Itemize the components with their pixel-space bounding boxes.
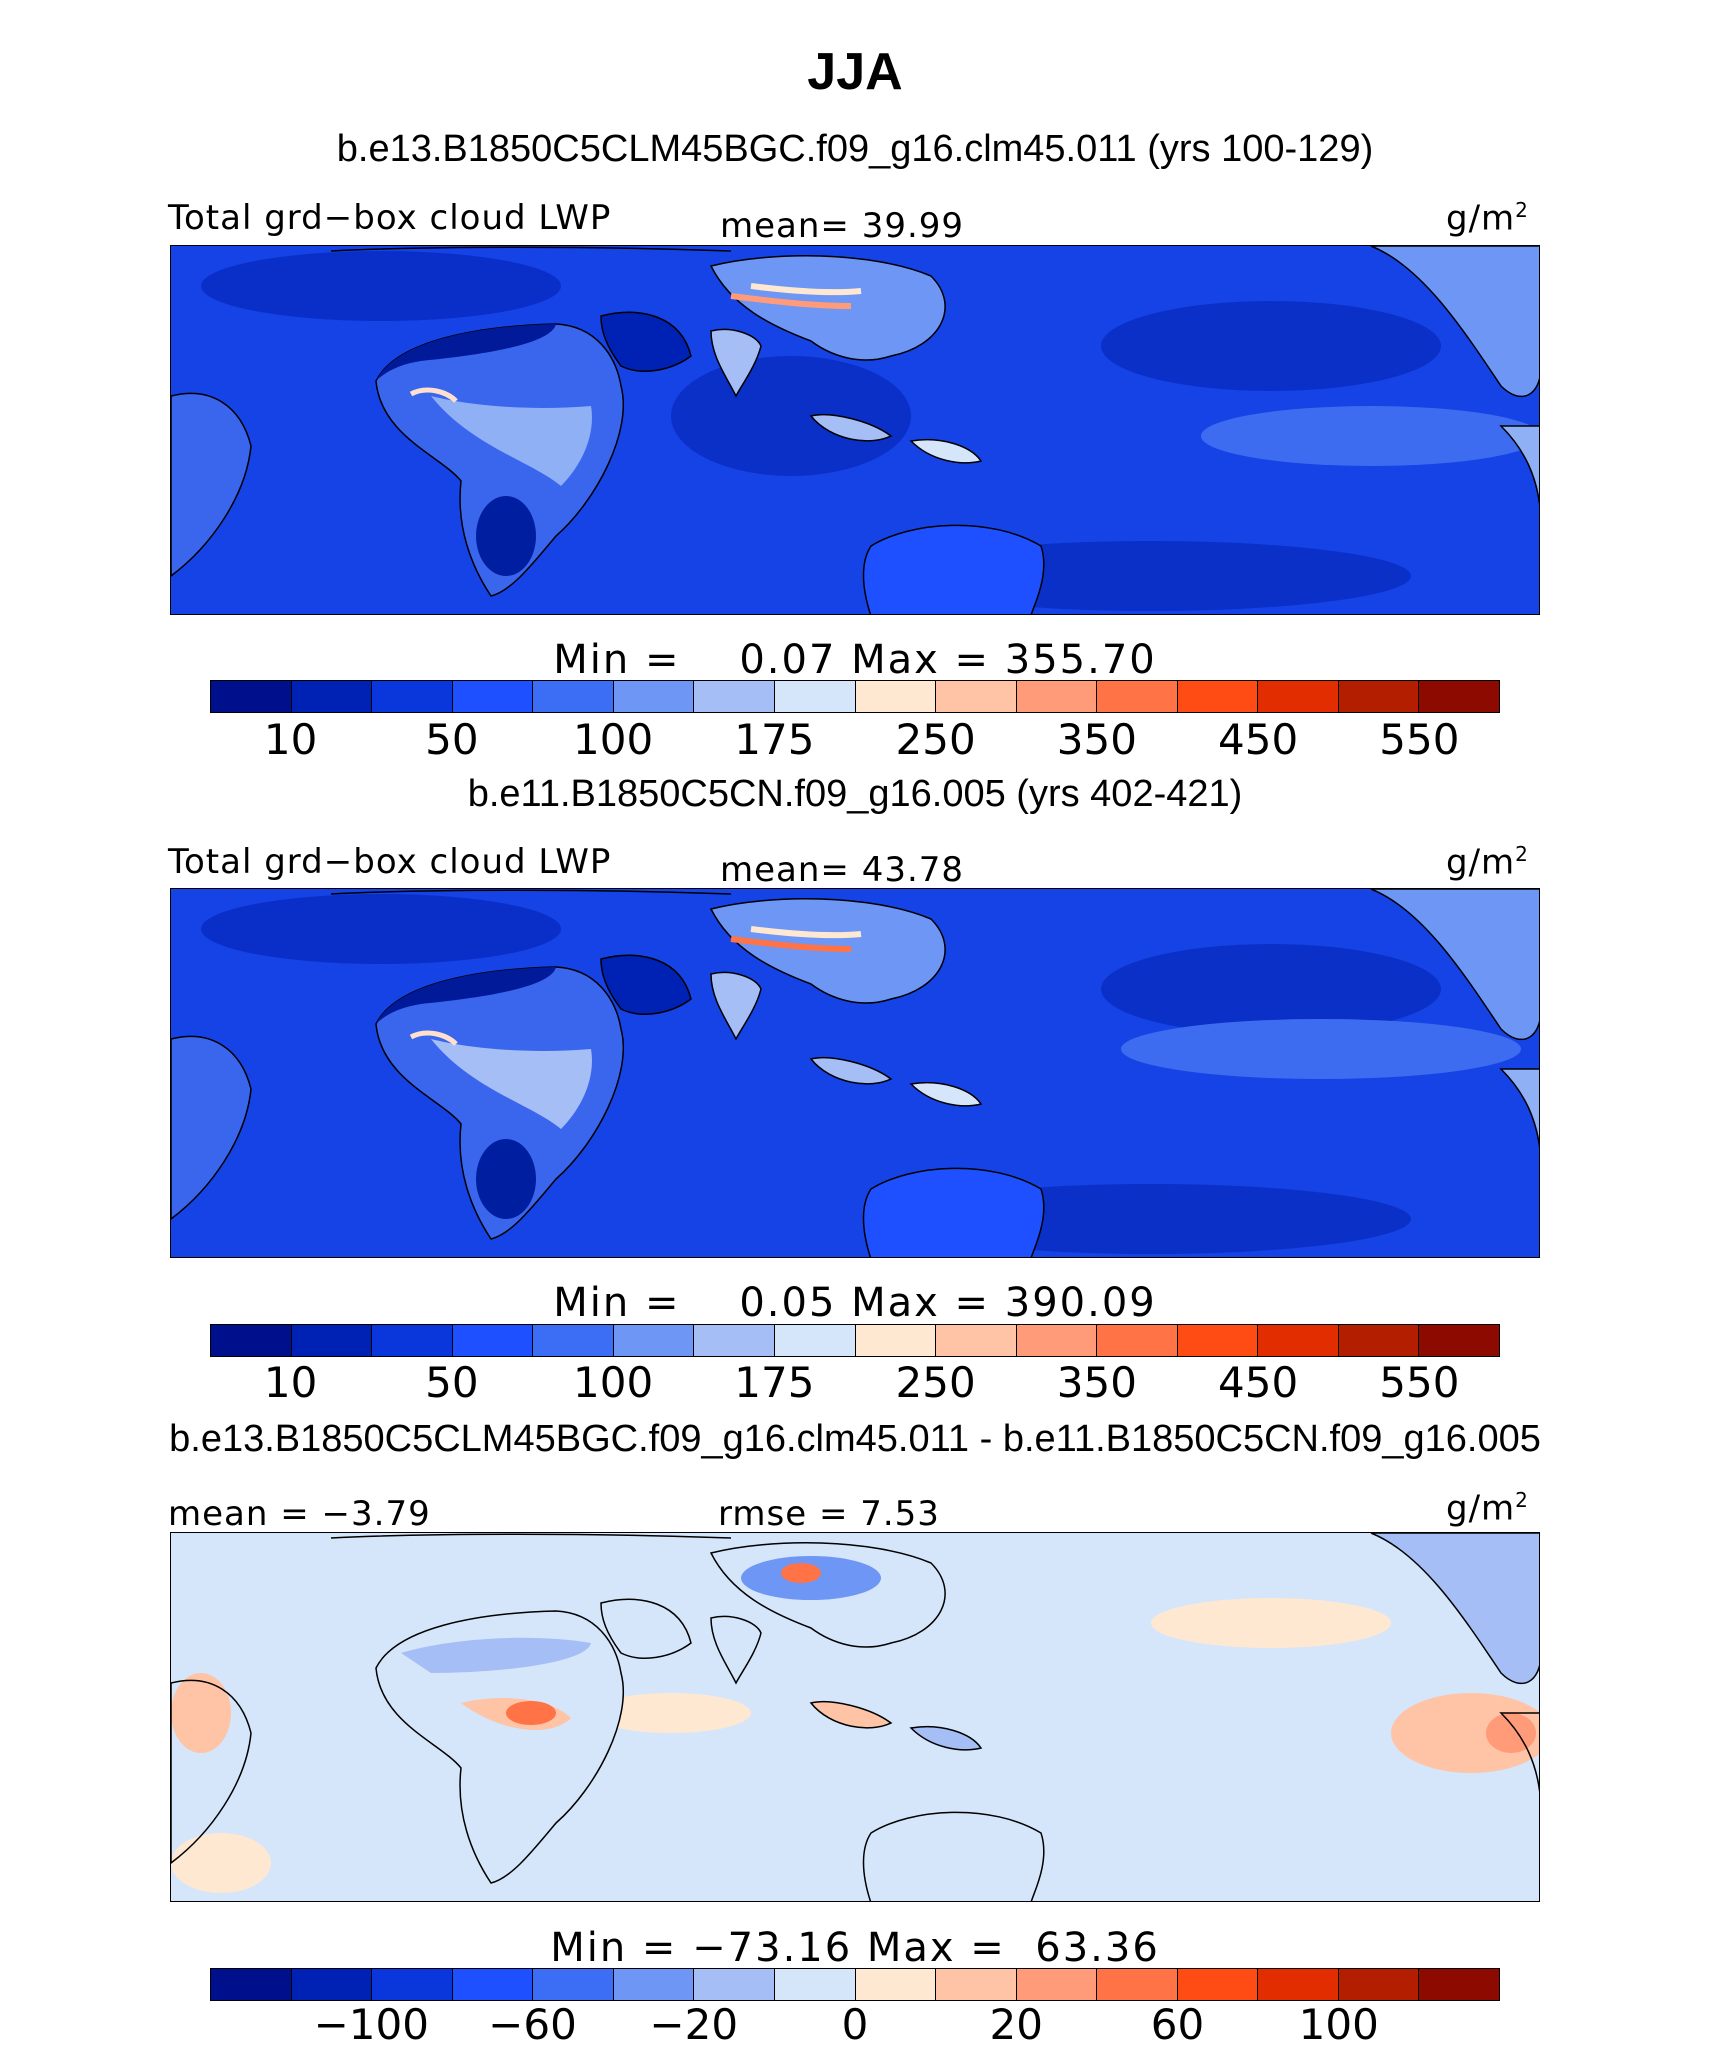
colorbar-box — [452, 1969, 534, 2000]
case-title-1: b.e13.B1850C5CLM45BGC.f09_g16.clm45.011 … — [336, 128, 1374, 170]
map-panel-1 — [170, 245, 1540, 615]
colorbar-tick-label: 60 — [1150, 2000, 1205, 2049]
colorbar-box — [774, 1969, 856, 2000]
case-title-3: b.e13.B1850C5CLM45BGC.f09_g16.clm45.011 … — [169, 1418, 1541, 1460]
colorbar-tick-label: 450 — [1218, 1358, 1299, 1407]
colorbar-box — [452, 681, 534, 712]
colorbar-box — [533, 1325, 614, 1356]
colorbar-box — [1097, 681, 1178, 712]
colorbar-ticks-2: 10 50 100 175 250 350 450 550 — [0, 1358, 1710, 1408]
rmse-label-3: rmse = 7.53 — [718, 1494, 940, 1534]
colorbar-box — [1016, 1325, 1098, 1356]
minmax-label-3: Min = −73.16 Max = 63.36 — [550, 1925, 1160, 1971]
colorbar-box — [855, 681, 937, 712]
map-panel-2 — [170, 888, 1540, 1258]
colorbar-box — [291, 1325, 373, 1356]
colorbar-box — [774, 681, 856, 712]
colorbar-box — [1097, 1969, 1178, 2000]
colorbar-box — [936, 681, 1017, 712]
colorbar-box — [694, 1969, 775, 2000]
colorbar-box — [372, 1325, 453, 1356]
colorbar-tick-label: 550 — [1379, 1358, 1460, 1407]
units-label-1: g/m2 — [1446, 198, 1529, 239]
colorbar-box — [291, 1969, 373, 2000]
colorbar-2 — [210, 1324, 1500, 1357]
colorbar-tick-label: 175 — [734, 1358, 815, 1407]
variable-label-2: Total grd−box cloud LWP — [168, 842, 612, 882]
colorbar-tick-label: 20 — [989, 2000, 1043, 2049]
map-panel-3 — [170, 1532, 1540, 1902]
colorbar-box — [1258, 681, 1339, 712]
variable-label-1: Total grd−box cloud LWP — [168, 198, 612, 238]
colorbar-tick-label: 350 — [1056, 715, 1137, 764]
mean-label-1: mean= 39.99 — [720, 206, 965, 246]
colorbar-tick-label: 0 — [841, 2000, 869, 2049]
colorbar-box — [855, 1325, 937, 1356]
colorbar-tick-label: 450 — [1218, 715, 1299, 764]
minmax-label-2: Min = 0.05 Max = 390.09 — [553, 1280, 1157, 1326]
colorbar-box — [694, 1325, 775, 1356]
colorbar-box — [1338, 681, 1420, 712]
colorbar-box — [855, 1969, 937, 2000]
colorbar-box — [1097, 1325, 1178, 1356]
colorbar-box — [774, 1325, 856, 1356]
colorbar-ticks-3: −100 −60 −20 0 20 60 100 — [0, 2000, 1710, 2049]
minmax-label-1: Min = 0.07 Max = 355.70 — [553, 637, 1157, 683]
colorbar-box — [211, 1969, 292, 2000]
colorbar-tick-label: 100 — [1298, 2000, 1379, 2049]
colorbar-box — [1016, 681, 1098, 712]
colorbar-box — [1177, 681, 1259, 712]
colorbar-tick-label: 50 — [425, 1358, 479, 1407]
colorbar-ticks-1: 10 50 100 175 250 350 450 550 — [0, 715, 1710, 765]
colorbar-box — [1419, 681, 1499, 712]
colorbar-box — [291, 681, 373, 712]
colorbar-tick-label: −20 — [649, 2000, 739, 2049]
colorbar-box — [452, 1325, 534, 1356]
colorbar-tick-label: −60 — [488, 2000, 577, 2049]
colorbar-box — [613, 1325, 695, 1356]
colorbar-box — [533, 681, 614, 712]
colorbar-box — [1258, 1969, 1339, 2000]
colorbar-1 — [210, 680, 1500, 713]
colorbar-tick-label: 175 — [734, 715, 815, 764]
colorbar-tick-label: 250 — [895, 715, 976, 764]
colorbar-3 — [210, 1968, 1500, 2001]
mean-label-3: mean = −3.79 — [168, 1494, 431, 1534]
colorbar-box — [372, 1969, 453, 2000]
colorbar-tick-label: 250 — [895, 1358, 976, 1407]
colorbar-tick-label: 100 — [573, 1358, 654, 1407]
colorbar-box — [1016, 1969, 1098, 2000]
page-title: JJA — [807, 43, 903, 101]
colorbar-box — [1338, 1325, 1420, 1356]
colorbar-box — [613, 1969, 695, 2000]
colorbar-tick-label: −100 — [313, 2000, 429, 2049]
colorbar-box — [211, 681, 292, 712]
mean-label-2: mean= 43.78 — [720, 850, 965, 890]
colorbar-tick-label: 50 — [425, 715, 479, 764]
colorbar-box — [936, 1325, 1017, 1356]
colorbar-tick-label: 10 — [263, 715, 318, 764]
colorbar-box — [1419, 1969, 1499, 2000]
units-label-2: g/m2 — [1446, 842, 1529, 883]
colorbar-box — [1177, 1325, 1259, 1356]
colorbar-box — [1177, 1969, 1259, 2000]
case-title-2: b.e11.B1850C5CN.f09_g16.005 (yrs 402-421… — [467, 773, 1243, 815]
colorbar-box — [211, 1325, 292, 1356]
colorbar-box — [936, 1969, 1017, 2000]
colorbar-tick-label: 100 — [573, 715, 654, 764]
colorbar-box — [694, 681, 775, 712]
units-label-3: g/m2 — [1446, 1488, 1529, 1529]
colorbar-tick-label: 550 — [1379, 715, 1460, 764]
colorbar-box — [533, 1969, 614, 2000]
colorbar-box — [1338, 1969, 1420, 2000]
colorbar-box — [613, 681, 695, 712]
colorbar-tick-label: 10 — [263, 1358, 318, 1407]
colorbar-box — [372, 681, 453, 712]
colorbar-tick-label: 350 — [1056, 1358, 1137, 1407]
colorbar-box — [1419, 1325, 1499, 1356]
colorbar-box — [1258, 1325, 1339, 1356]
